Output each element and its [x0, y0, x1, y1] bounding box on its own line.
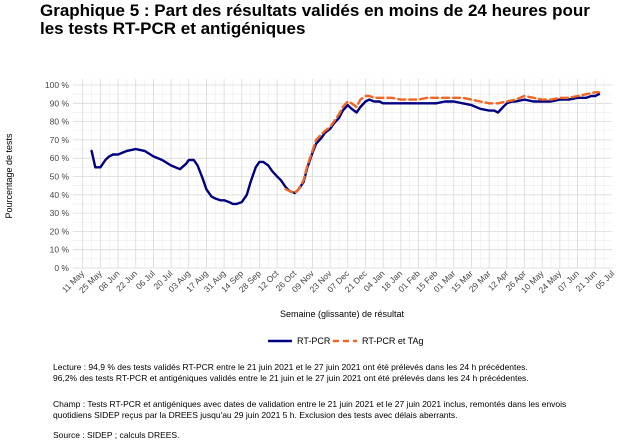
y-tick-label: 100 %: [45, 80, 70, 90]
champ-note-line-1: Champ : Tests RT-PCR et antigéniques ave…: [53, 399, 567, 409]
y-tick-label: 20 %: [50, 226, 70, 236]
series-line-rtpcr: [90, 92, 601, 206]
y-tick-label: 0 %: [54, 263, 69, 273]
legend-label-rtpcr-tag: RT-PCR et TAg: [362, 336, 424, 346]
y-axis-ticks: 0 % 10 % 20 % 30 % 40 % 50 % 60 % 70 % 80 % 90 % 1…: [45, 80, 70, 273]
x-tick-label: 05 Jul: [593, 268, 616, 291]
source-note-line: Source : SIDEP ; calculs DREES.: [53, 430, 180, 440]
x-axis-label: Semaine (glissante) de résultat: [280, 309, 405, 319]
champ-note: Champ : Tests RT-PCR et antigéniques ave…: [53, 399, 628, 421]
lecture-note-line-2: 96,2% des tests RT-PCR et antigéniques v…: [53, 373, 529, 383]
source-note: Source : SIDEP ; calculs DREES.: [53, 430, 628, 441]
y-axis-label: Pourcentage de tests: [4, 133, 14, 219]
y-tick-label: 10 %: [50, 245, 70, 255]
y-tick-label: 90 %: [50, 98, 70, 108]
x-tick-label: 06 Jul: [134, 268, 157, 291]
grid: [73, 79, 612, 269]
champ-note-line-2: quotidiens SIDEP reçus par la DREES jusq…: [53, 410, 458, 420]
chart-title-line-2: les tests RT-PCR et antigéniques: [40, 19, 306, 38]
lecture-note-line-1: Lecture : 94,9 % des tests validés RT-PC…: [53, 362, 528, 372]
y-tick-label: 40 %: [50, 190, 70, 200]
y-tick-label: 70 %: [50, 135, 70, 145]
y-tick-label: 60 %: [50, 153, 70, 163]
series-lines: [90, 91, 601, 206]
y-tick-label: 30 %: [50, 208, 70, 218]
series-line-rtpcr-tag: [284, 91, 601, 195]
y-tick-label: 80 %: [50, 117, 70, 127]
chart-title-line-1: Graphique 5 : Part des résultats validés…: [40, 1, 590, 20]
legend-label-rtpcr: RT-PCR: [297, 336, 331, 346]
legend: RT-PCR RT-PCR et TAg: [268, 336, 424, 346]
y-tick-label: 50 %: [50, 172, 70, 182]
lecture-note: Lecture : 94,9 % des tests validés RT-PC…: [53, 362, 628, 384]
chart-title: Graphique 5 : Part des résultats validés…: [40, 2, 630, 38]
